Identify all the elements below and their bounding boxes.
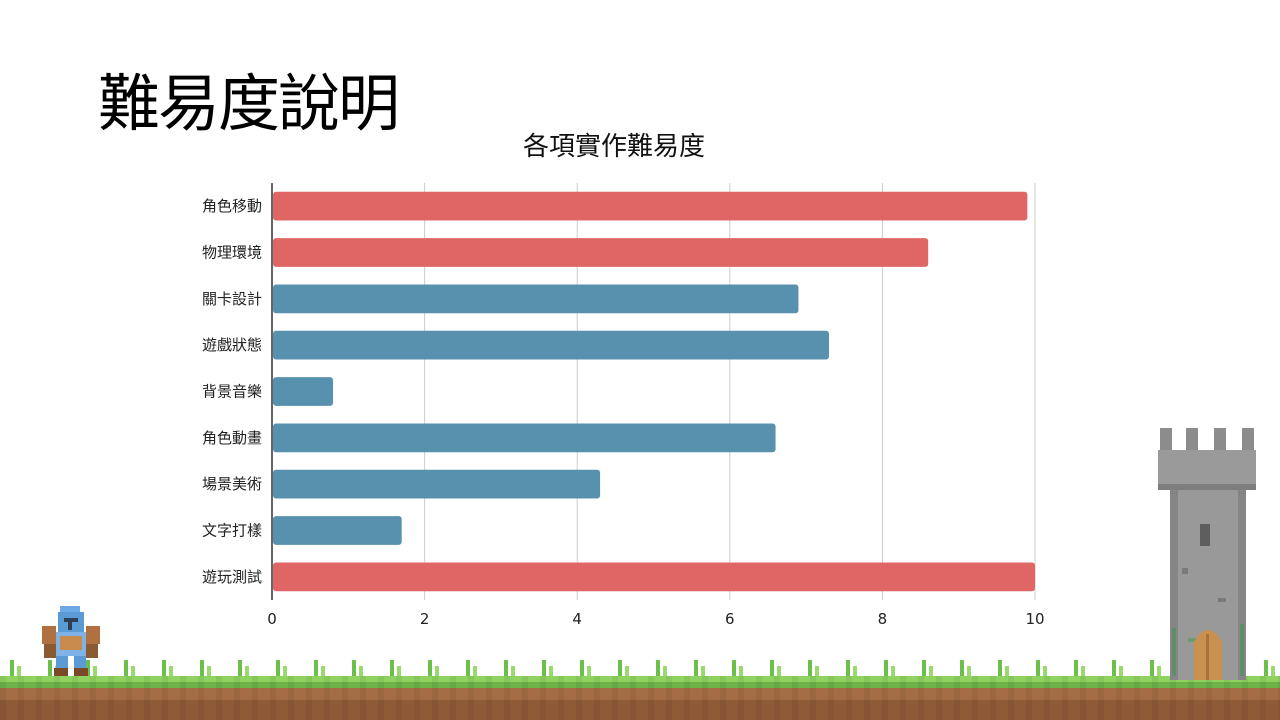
grass-tuft [1150, 656, 1162, 676]
grass-tuft [428, 656, 440, 676]
grass-tuft [314, 656, 326, 676]
grass-tuft [124, 656, 136, 676]
bar [273, 469, 601, 499]
grass-tuft [884, 656, 896, 676]
category-label: 遊玩測試 [202, 568, 262, 586]
grass-tuft [352, 656, 364, 676]
grass-tuft [504, 656, 516, 676]
grass-tuft [1112, 656, 1124, 676]
grass-tuft [998, 656, 1010, 676]
category-label: 角色移動 [202, 197, 262, 215]
bar [273, 191, 1028, 221]
grass-tuft [694, 656, 706, 676]
bar [273, 562, 1035, 592]
category-label: 關卡設計 [202, 290, 262, 308]
pixel-tower-icon [1158, 428, 1256, 680]
grass-tuft [1074, 656, 1086, 676]
grass-tuft [162, 656, 174, 676]
category-label: 背景音樂 [202, 383, 262, 401]
grass-tuft [580, 656, 592, 676]
x-tick-label: 6 [725, 610, 735, 628]
bar [273, 377, 334, 406]
bar [273, 284, 799, 314]
grass-tuft [846, 656, 858, 676]
ground-strip [0, 676, 1280, 720]
grass-tuft [542, 656, 554, 676]
category-label: 物理環境 [202, 244, 262, 262]
grass-tuft [390, 656, 402, 676]
grass-tuft [1264, 656, 1276, 676]
grass-tuft [10, 656, 22, 676]
grass-tuft [960, 656, 972, 676]
category-label: 角色動畫 [202, 429, 262, 447]
chart-title: 各項實作難易度 [522, 132, 705, 162]
x-tick-label: 10 [1025, 610, 1044, 628]
pixel-knight-icon [42, 606, 100, 676]
category-label: 場景美術 [202, 475, 262, 493]
grass-tuft [1036, 656, 1048, 676]
grass-tuft [276, 656, 288, 676]
category-label: 文字打樣 [202, 522, 262, 540]
grass-tuft [808, 656, 820, 676]
grass-tuft [238, 656, 250, 676]
grass-tuft [618, 656, 630, 676]
bar [273, 330, 829, 360]
bar [273, 423, 776, 453]
grass-tuft [732, 656, 744, 676]
slide-title: 難易度說明 [98, 67, 400, 140]
grass-tuft [922, 656, 934, 676]
bar [273, 516, 402, 545]
x-tick-label: 4 [572, 610, 582, 628]
x-tick-label: 2 [420, 610, 430, 628]
x-tick-label: 0 [267, 610, 277, 628]
category-label: 遊戲狀態 [202, 336, 262, 354]
grass-tuft [770, 656, 782, 676]
x-tick-label: 8 [878, 610, 888, 628]
grass-tuft [656, 656, 668, 676]
bar [273, 238, 929, 267]
grass-tuft [466, 656, 478, 676]
grass-tuft [200, 656, 212, 676]
